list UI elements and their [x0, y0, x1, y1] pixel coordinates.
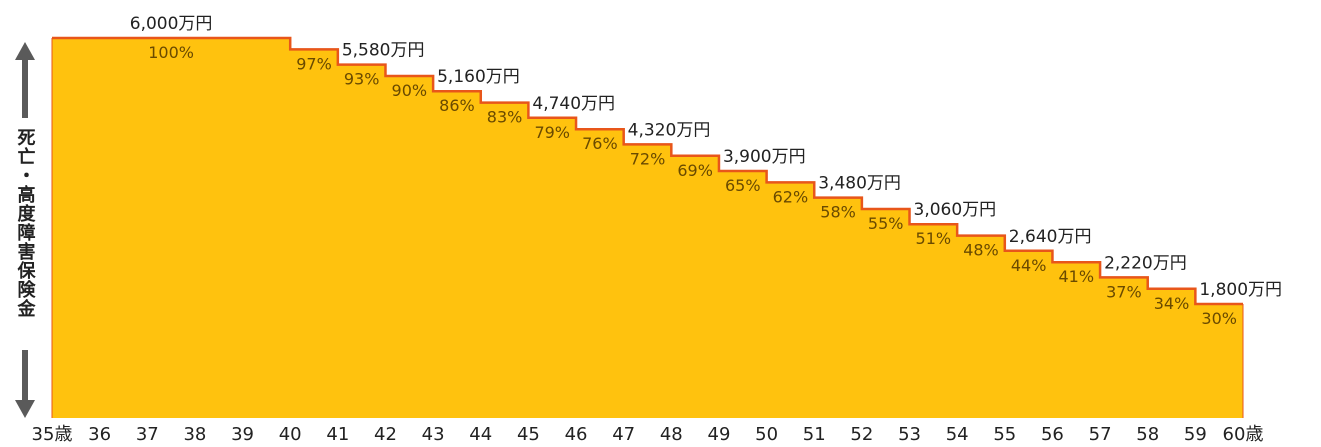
amount-label: 3,060万円	[914, 200, 997, 220]
percent-label: 41%	[1058, 267, 1094, 286]
x-tick-label: 45	[517, 424, 540, 445]
percent-label: 79%	[534, 123, 570, 142]
amount-label: 5,160万円	[437, 67, 520, 87]
amount-label: 4,320万円	[628, 120, 711, 140]
percent-label: 55%	[868, 214, 904, 233]
x-tick-label: 42	[374, 424, 397, 445]
percent-label: 51%	[916, 229, 952, 248]
x-tick-label: 40	[279, 424, 302, 445]
x-tick-label: 36	[88, 424, 111, 445]
percent-label: 37%	[1106, 282, 1142, 301]
x-tick-label: 39	[231, 424, 254, 445]
arrow-down-icon	[15, 400, 35, 418]
x-tick-label: 53	[898, 424, 921, 445]
amount-label: 2,640万円	[1009, 227, 1092, 247]
x-tick-label: 35歳	[32, 424, 73, 445]
percent-label: 97%	[296, 54, 332, 73]
percent-label: 30%	[1201, 309, 1237, 328]
percent-label: 65%	[725, 176, 761, 195]
x-tick-label: 37	[136, 424, 159, 445]
x-tick-label: 55	[993, 424, 1016, 445]
percent-label: 58%	[820, 203, 856, 222]
x-tick-label: 57	[1089, 424, 1112, 445]
x-tick-label: 58	[1136, 424, 1159, 445]
x-tick-label: 60歳	[1223, 424, 1264, 445]
percent-label: 90%	[392, 81, 428, 100]
x-tick-label: 47	[612, 424, 635, 445]
x-tick-label: 43	[422, 424, 445, 445]
percent-label: 72%	[630, 149, 666, 168]
amount-label: 5,580万円	[342, 41, 425, 61]
percent-label: 48%	[963, 241, 999, 260]
arrow-shaft-top	[22, 58, 28, 118]
arrow-up-icon	[15, 42, 35, 60]
percent-label: 76%	[582, 134, 618, 153]
percent-label: 44%	[1011, 256, 1047, 275]
percent-label: 34%	[1154, 294, 1190, 313]
x-tick-label: 59	[1184, 424, 1207, 445]
amount-label: 3,900万円	[723, 147, 806, 167]
x-tick-label: 41	[326, 424, 349, 445]
x-tick-label: 48	[660, 424, 683, 445]
x-tick-label: 49	[708, 424, 731, 445]
amount-label: 4,740万円	[532, 94, 615, 114]
x-tick-label: 38	[183, 424, 206, 445]
percent-label: 62%	[773, 187, 809, 206]
x-tick-label: 44	[469, 424, 492, 445]
percent-label: 69%	[677, 161, 713, 180]
x-tick-label: 52	[850, 424, 873, 445]
x-tick-label: 54	[946, 424, 969, 445]
percent-label: 100%	[148, 43, 194, 62]
y-axis-label: 死亡・高度障害保険金	[15, 128, 37, 318]
x-tick-label: 50	[755, 424, 778, 445]
amount-label: 6,000万円	[130, 14, 213, 34]
y-axis-indicator: 死亡・高度障害保険金	[15, 42, 37, 418]
arrow-shaft-bottom	[22, 350, 28, 402]
percent-label: 93%	[344, 70, 380, 89]
amount-label: 1,800万円	[1199, 280, 1282, 300]
x-tick-label: 56	[1041, 424, 1064, 445]
percent-label: 83%	[487, 108, 523, 127]
x-axis: 35歳 36 37 38 39 40 41 42 43 44 45 46 47 48 49 50 51 52 53 5…	[32, 424, 1264, 445]
amount-label: 3,480万円	[818, 174, 901, 194]
amount-label: 2,220万円	[1104, 253, 1187, 273]
x-tick-label: 51	[803, 424, 826, 445]
percent-label: 86%	[439, 96, 475, 115]
x-tick-label: 46	[565, 424, 588, 445]
